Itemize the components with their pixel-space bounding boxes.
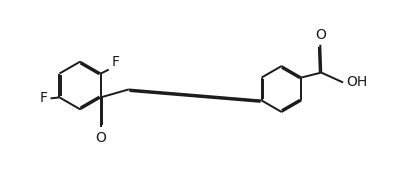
Text: OH: OH — [345, 75, 367, 90]
Text: F: F — [111, 55, 119, 69]
Text: O: O — [95, 131, 106, 145]
Text: O: O — [314, 28, 325, 42]
Text: F: F — [39, 91, 47, 105]
